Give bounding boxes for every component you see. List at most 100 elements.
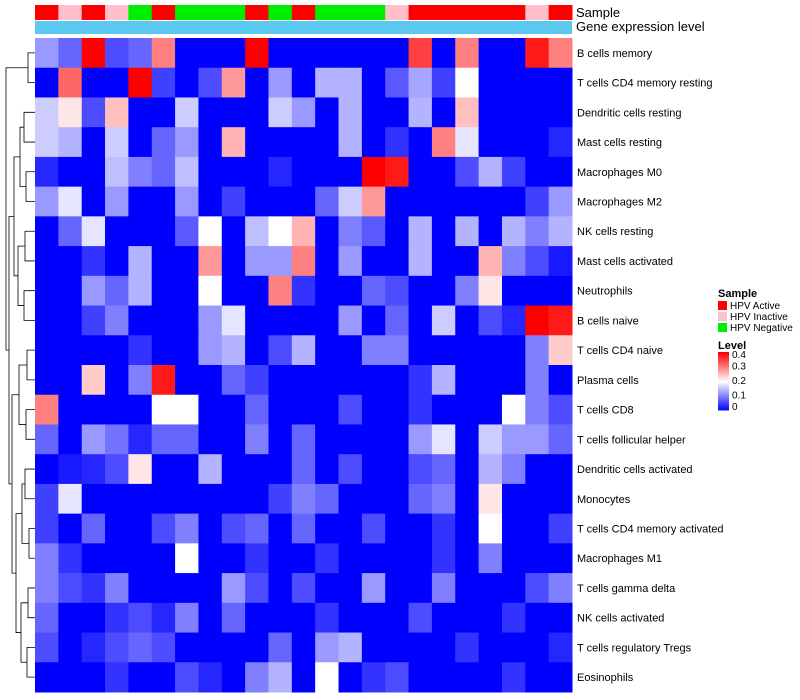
- heatmap-cell: [245, 365, 269, 396]
- heatmap-cell: [128, 216, 153, 247]
- heatmap-cell: [548, 602, 573, 634]
- heatmap-cell: [291, 394, 316, 425]
- level-legend-gradient-step: [718, 365, 729, 367]
- heatmap-cell: [268, 424, 293, 455]
- heatmap-cell: [58, 335, 83, 366]
- heatmap-cell: [128, 156, 153, 188]
- heatmap-cell: [105, 424, 129, 455]
- heatmap-cell: [198, 38, 223, 69]
- heatmap-cell: [151, 513, 176, 544]
- heatmap-cell: [431, 156, 456, 188]
- heatmap-cell: [431, 424, 456, 455]
- heatmap-cell: [525, 97, 550, 128]
- heatmap-cell: [128, 602, 153, 634]
- heatmap-cell: [291, 246, 316, 277]
- heatmap-cell: [151, 186, 176, 217]
- heatmap-cell: [478, 513, 503, 544]
- heatmap-cell: [525, 38, 550, 69]
- heatmap-cell: [501, 216, 526, 247]
- heatmap-cell: [501, 513, 526, 544]
- level-legend-gradient-step: [718, 389, 729, 392]
- level-legend-gradient-step: [718, 381, 729, 383]
- heatmap-cell: [128, 513, 153, 544]
- heatmap-cell: [431, 543, 456, 574]
- heatmap-cell: [501, 38, 526, 69]
- heatmap-cell: [291, 305, 316, 336]
- heatmap-cell: [81, 602, 106, 634]
- heatmap-cell: [105, 186, 129, 217]
- heatmap-cell: [268, 454, 293, 485]
- heatmap-cell: [501, 156, 526, 188]
- sample-annotation-cell: [408, 5, 433, 20]
- heatmap-cell: [175, 186, 199, 217]
- heatmap-cell: [525, 543, 550, 574]
- heatmap-cell: [455, 573, 480, 604]
- heatmap-cell: [385, 483, 410, 515]
- heatmap-cell: [548, 97, 573, 128]
- heatmap-cell: [361, 483, 386, 515]
- heatmap-cell: [361, 246, 386, 277]
- heatmap-cell: [431, 365, 456, 396]
- heatmap-cell: [315, 424, 340, 455]
- heatmap-cell: [175, 246, 199, 277]
- heatmap-cell: [291, 67, 316, 98]
- heatmap-cell: [268, 573, 293, 604]
- heatmap-cell: [408, 573, 433, 604]
- heatmap-cell: [245, 127, 269, 158]
- heatmap-cell: [268, 97, 293, 128]
- sample-annotation-cell: [291, 5, 316, 20]
- heatmap-cell: [221, 186, 246, 217]
- gene-expression-annotation-label: Gene expression level: [576, 19, 705, 34]
- heatmap-cell: [431, 275, 456, 307]
- heatmap-cell: [525, 424, 550, 455]
- heatmap-cell: [291, 38, 316, 69]
- heatmap-cell: [175, 483, 199, 515]
- heatmap-cell: [221, 513, 246, 544]
- heatmap-cell: [175, 67, 199, 98]
- heatmap-cell: [35, 424, 59, 455]
- heatmap-cell: [58, 662, 83, 693]
- heatmap-cell: [338, 97, 363, 128]
- heatmap-cell: [431, 97, 456, 128]
- heatmap-cell: [175, 662, 199, 693]
- dendrogram-branch: [23, 111, 35, 143]
- heatmap-cell: [408, 483, 433, 515]
- heatmap-cell: [431, 454, 456, 485]
- heatmap-cell: [35, 246, 59, 277]
- heatmap-cell: [501, 424, 526, 455]
- heatmap-cell: [105, 156, 129, 188]
- heatmap-cell: [81, 275, 106, 307]
- sample-annotation-cell: [151, 5, 176, 20]
- heatmap-cell: [81, 365, 106, 396]
- heatmap-cell: [291, 573, 316, 604]
- heatmap-cell: [385, 602, 410, 634]
- heatmap-cell: [361, 365, 386, 396]
- heatmap-cell: [81, 246, 106, 277]
- heatmap-cell: [268, 186, 293, 217]
- level-legend-gradient-step: [718, 402, 729, 405]
- heatmap-cell: [361, 513, 386, 544]
- heatmap-cell: [268, 602, 293, 634]
- heatmap-cell: [455, 632, 480, 663]
- level-legend-tick-label: 0: [732, 402, 738, 413]
- heatmap-cell: [501, 305, 526, 336]
- heatmap-cell: [408, 454, 433, 485]
- heatmap-cell: [408, 186, 433, 217]
- heatmap-cell: [315, 632, 340, 663]
- heatmap-cell: [455, 424, 480, 455]
- heatmap-cell: [361, 454, 386, 485]
- heatmap-cell: [151, 275, 176, 307]
- heatmap-cell: [58, 275, 83, 307]
- heatmap-cell: [338, 365, 363, 396]
- heatmap-cell: [58, 543, 83, 574]
- heatmap-cell: [58, 38, 83, 69]
- heatmap-cell: [81, 216, 106, 247]
- heatmap-cell: [525, 127, 550, 158]
- heatmap-cell: [81, 97, 106, 128]
- heatmap-cell: [455, 335, 480, 366]
- heatmap-cell: [105, 275, 129, 307]
- heatmap-cell: [151, 573, 176, 604]
- heatmap-cell: [431, 394, 456, 425]
